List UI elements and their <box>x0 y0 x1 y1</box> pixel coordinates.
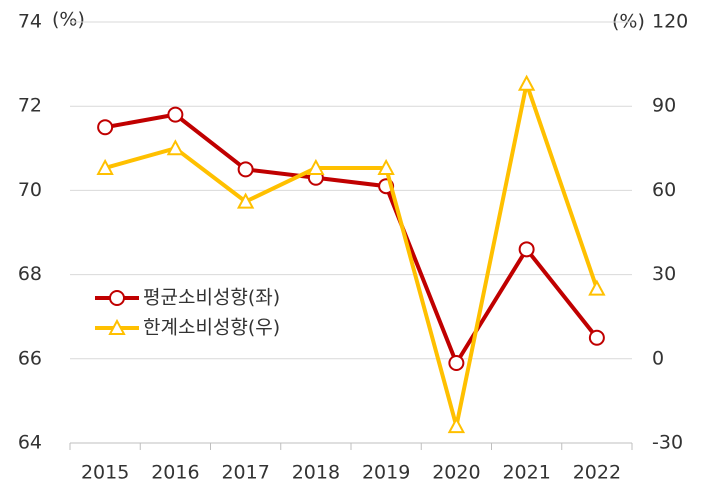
marker <box>167 106 184 123</box>
y-tick-label: 66 <box>18 347 42 369</box>
legend-label: 한계소비성향(우) <box>143 317 280 339</box>
y-unit-label: (%) <box>52 9 85 31</box>
y-tick-label: 70 <box>18 179 42 201</box>
marker <box>588 329 605 346</box>
y-tick-label: 68 <box>18 263 42 285</box>
marker <box>447 417 466 434</box>
x-tick-label: 2016 <box>151 462 199 484</box>
marker <box>237 161 254 178</box>
marker <box>166 139 185 156</box>
x-tick-label: 2022 <box>573 462 621 484</box>
marker <box>448 355 465 372</box>
x-tick-label: 2021 <box>502 462 550 484</box>
y2-tick-label: 90 <box>652 95 676 117</box>
y-tick-label: 72 <box>18 95 42 117</box>
y-tick-label: 64 <box>18 432 42 454</box>
marker <box>377 158 395 175</box>
marker <box>517 74 536 91</box>
y2-tick-label: 60 <box>652 179 676 201</box>
marker <box>96 158 114 175</box>
y2-tick-label: 30 <box>652 263 676 285</box>
x-tick-label: 2018 <box>292 462 340 484</box>
marker <box>588 279 606 296</box>
y2-tick-label: 0 <box>652 347 664 369</box>
x-tick-label: 2017 <box>221 462 269 484</box>
marker <box>518 241 535 258</box>
series-line <box>104 112 599 366</box>
marker <box>97 119 114 136</box>
series-line <box>104 81 599 429</box>
marker <box>108 318 126 335</box>
marker <box>236 192 255 209</box>
y2-tick-label: -30 <box>652 432 683 454</box>
legend-label: 평균소비성향(좌) <box>143 287 280 309</box>
y-tick-label: 74 <box>18 11 42 33</box>
x-tick-label: 2020 <box>432 462 480 484</box>
x-tick-label: 2015 <box>81 462 129 484</box>
marker <box>109 290 125 306</box>
y2-tick-label: 120 <box>652 11 688 33</box>
x-tick-label: 2019 <box>362 462 410 484</box>
marker <box>307 158 325 175</box>
